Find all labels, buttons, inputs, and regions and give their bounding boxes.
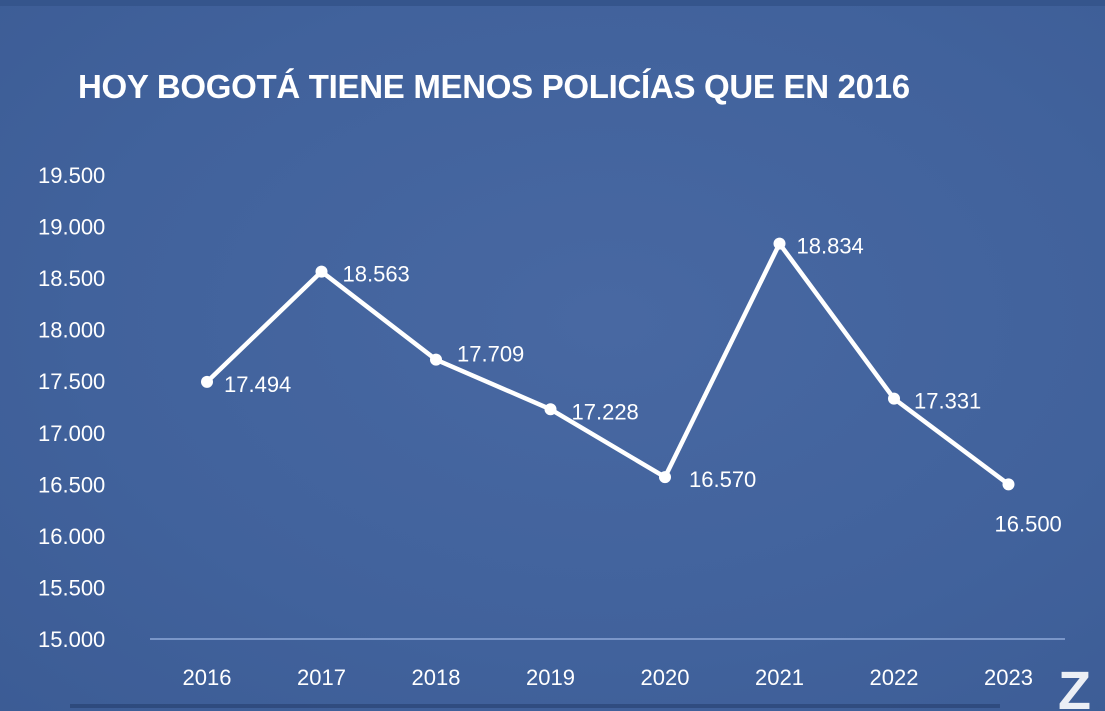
- y-tick-label: 17.000: [38, 421, 105, 446]
- data-label: 17.331: [914, 389, 981, 414]
- data-label: 17.228: [572, 399, 639, 424]
- y-tick-label: 17.500: [38, 369, 105, 394]
- data-label: 17.709: [457, 342, 524, 367]
- x-tick-label: 2020: [641, 665, 690, 690]
- x-tick-label: 2018: [412, 665, 461, 690]
- x-tick-label: 2022: [870, 665, 919, 690]
- data-label: 16.570: [689, 467, 756, 492]
- y-tick-label: 16.000: [38, 524, 105, 549]
- footnote-strip: [70, 704, 1000, 708]
- watermark-logo: Z: [1058, 661, 1091, 711]
- x-tick-label: 2019: [526, 665, 575, 690]
- data-label: 18.563: [343, 262, 410, 287]
- data-point: [659, 471, 671, 484]
- data-point: [773, 237, 786, 250]
- y-tick-label: 18.000: [38, 318, 105, 343]
- data-point: [201, 375, 213, 388]
- data-point: [544, 403, 557, 416]
- y-tick-label: 15.500: [38, 575, 105, 600]
- series-line: [204, 239, 1011, 487]
- data-point: [315, 265, 328, 278]
- data-point: [1002, 478, 1015, 491]
- x-tick-label: 2023: [984, 665, 1033, 690]
- top-edge: [0, 0, 1105, 6]
- x-tick-label: 2016: [183, 665, 232, 690]
- chart-title: HOY BOGOTÁ TIENE MENOS POLICÍAS QUE EN 2…: [78, 68, 910, 105]
- y-tick-label: 19.500: [38, 163, 105, 188]
- y-tick-label: 16.500: [38, 472, 105, 497]
- y-tick-label: 15.000: [38, 627, 105, 652]
- y-tick-label: 19.000: [38, 215, 105, 240]
- data-point: [430, 353, 442, 366]
- data-label: 17.494: [224, 372, 291, 397]
- y-tick-label: 18.500: [38, 266, 105, 291]
- data-point: [888, 392, 900, 405]
- data-label: 16.500: [995, 511, 1062, 536]
- x-tick-label: 2017: [297, 665, 346, 690]
- x-tick-label: 2021: [755, 665, 804, 690]
- data-label: 18.834: [797, 234, 864, 259]
